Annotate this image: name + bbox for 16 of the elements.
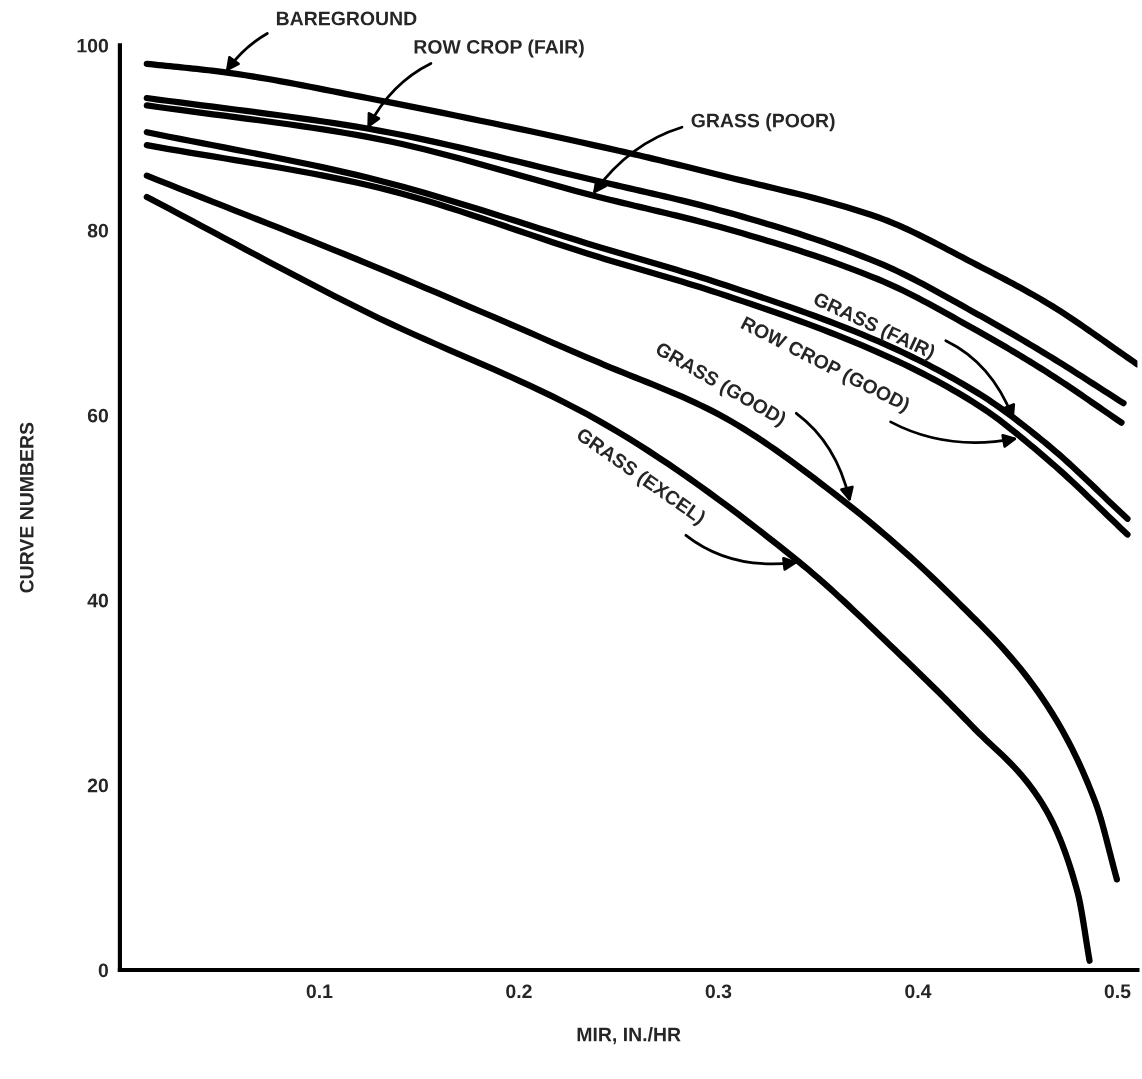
y-tick-label: 100 (77, 38, 109, 53)
y-tick-label: 0 (98, 963, 108, 978)
annotation: GRASS (POOR) (691, 113, 835, 132)
x-tick-label: 0.4 (905, 984, 932, 999)
y-tick-label: 40 (87, 593, 108, 608)
y-axis-title: CURVE NUMBERS (19, 422, 34, 593)
x-tick-label: 0.2 (506, 984, 532, 999)
annotation: ROW CROP (FAIR) (414, 39, 584, 58)
x-tick-label: 0.5 (1104, 984, 1131, 999)
x-axis-title: MIR, IN./HR (577, 1027, 681, 1045)
y-tick-label: 20 (87, 778, 108, 793)
y-tick-label: 80 (87, 223, 108, 238)
x-tick-label: 0.1 (306, 984, 333, 999)
annotation: BAREGROUND (276, 11, 417, 26)
x-tick-label: 0.3 (705, 984, 732, 999)
y-tick-label: 60 (87, 408, 108, 423)
